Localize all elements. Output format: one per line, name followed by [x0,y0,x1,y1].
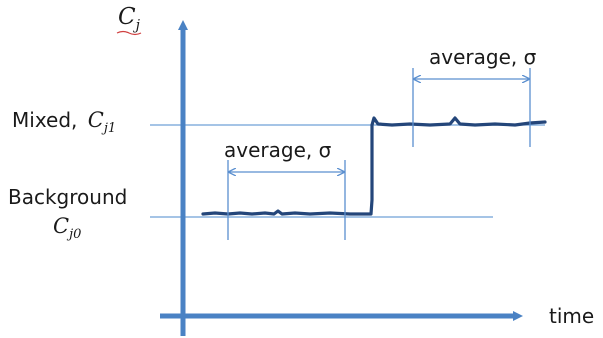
window-mixed-label: average, σ [429,45,537,69]
x-axis-label: time [549,304,595,328]
window-background-label: average, σ [224,138,332,162]
y-axis-label-base: C [118,4,136,30]
background-level-label: Background [8,185,128,209]
mixed-level-symbol: Cj1 [87,108,117,137]
y-axis-label-sub: j [135,17,140,34]
mixed-level-label: Mixed, Cj1 [12,108,116,136]
mixed-level-text: Mixed, [12,108,78,132]
window-mixed [412,68,531,147]
y-axis-label: Cj [118,4,140,34]
background-level-symbol: Cj0 [53,214,82,243]
y-label-underline [116,30,142,36]
signal-trace [201,116,547,216]
window-background [227,160,346,240]
